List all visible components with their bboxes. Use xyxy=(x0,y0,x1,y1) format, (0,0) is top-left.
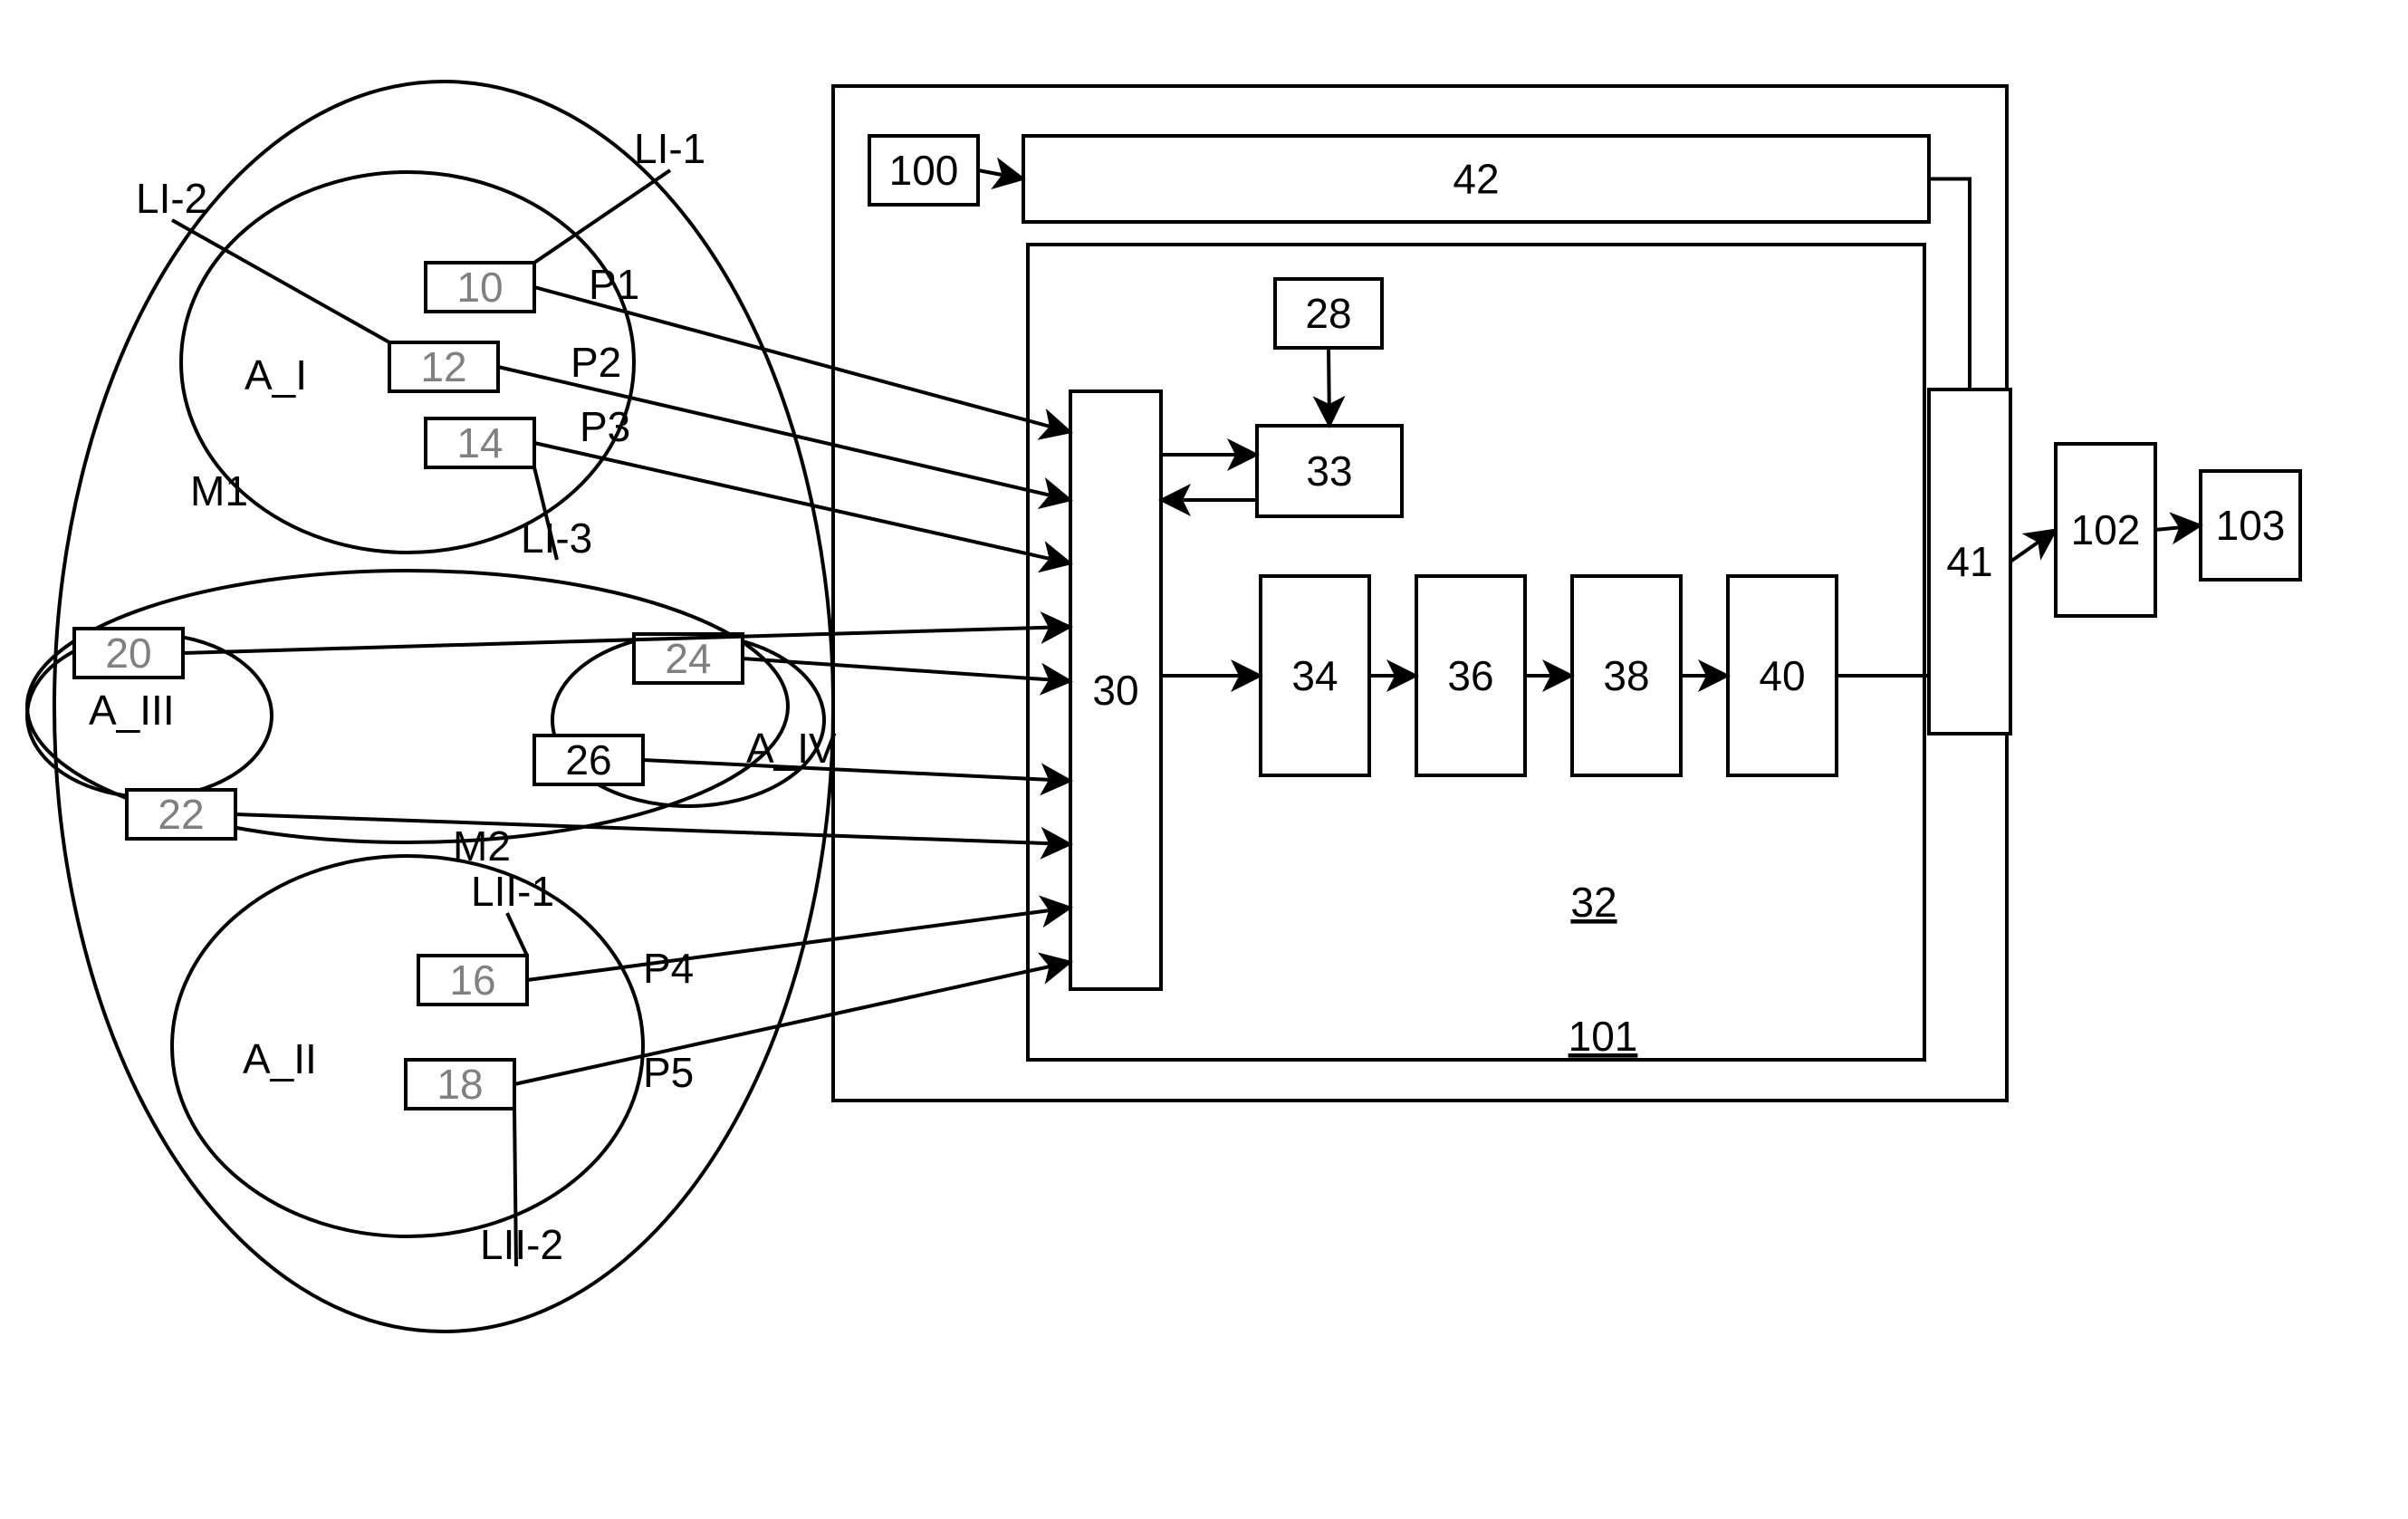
label-P1: P1 xyxy=(589,261,639,308)
label-A_I: A_I xyxy=(245,351,307,399)
box-text-b12: 12 xyxy=(420,343,466,390)
edge-100-42 xyxy=(978,170,1023,179)
label-n32: 32 xyxy=(1570,879,1617,926)
box-text-b38: 38 xyxy=(1603,652,1649,699)
box-text-b40: 40 xyxy=(1759,652,1805,699)
box-text-b102: 102 xyxy=(2071,506,2141,553)
label-LI_2: LI-2 xyxy=(136,175,207,222)
pointer-LII_1 xyxy=(507,913,527,956)
box-text-b30: 30 xyxy=(1092,667,1138,714)
box-text-b20: 20 xyxy=(105,630,151,677)
box-text-b33: 33 xyxy=(1306,447,1352,495)
label-n101: 101 xyxy=(1569,1013,1638,1060)
label-M2: M2 xyxy=(453,822,511,870)
box-text-b14: 14 xyxy=(456,419,503,466)
edge-b102-b103 xyxy=(2155,525,2201,530)
box-text-b10: 10 xyxy=(456,264,503,311)
box-text-b16: 16 xyxy=(449,957,495,1004)
box-text-b28: 28 xyxy=(1305,290,1351,337)
label-M1: M1 xyxy=(190,467,248,514)
edge-b26-b30 xyxy=(643,760,1070,781)
label-A_II: A_II xyxy=(243,1035,317,1082)
pointer-LII_2 xyxy=(514,1109,516,1266)
label-P2: P2 xyxy=(571,339,621,386)
edge-b24-b30 xyxy=(743,659,1070,681)
box-text-b18: 18 xyxy=(437,1061,483,1108)
label-P3: P3 xyxy=(580,403,630,450)
box-text-b36: 36 xyxy=(1447,652,1493,699)
label-A_III: A_III xyxy=(89,687,175,734)
diagram-canvas: 10 12 14 16 18 20 22 24 26 28 30 33 34 36 38 40 41 42 100 1… xyxy=(0,0,2408,1519)
edge-b20-b30 xyxy=(183,627,1070,653)
box-text-b100: 100 xyxy=(889,147,959,194)
box-text-b41: 41 xyxy=(1946,538,1992,585)
box-text-b24: 24 xyxy=(665,635,711,682)
edge-b41-b102 xyxy=(2010,530,2056,562)
box-text-b22: 22 xyxy=(158,791,204,838)
box-text-b26: 26 xyxy=(565,736,611,784)
box-text-b103: 103 xyxy=(2216,502,2286,549)
edge-42-41 xyxy=(1929,179,1970,390)
label-LII_1: LII-1 xyxy=(471,868,554,915)
label-LII_2: LII-2 xyxy=(480,1221,563,1268)
label-LI_1: LI-1 xyxy=(634,125,705,172)
label-P4: P4 xyxy=(643,945,694,992)
box-text-b34: 34 xyxy=(1291,652,1338,699)
box-text-b42: 42 xyxy=(1453,156,1499,203)
